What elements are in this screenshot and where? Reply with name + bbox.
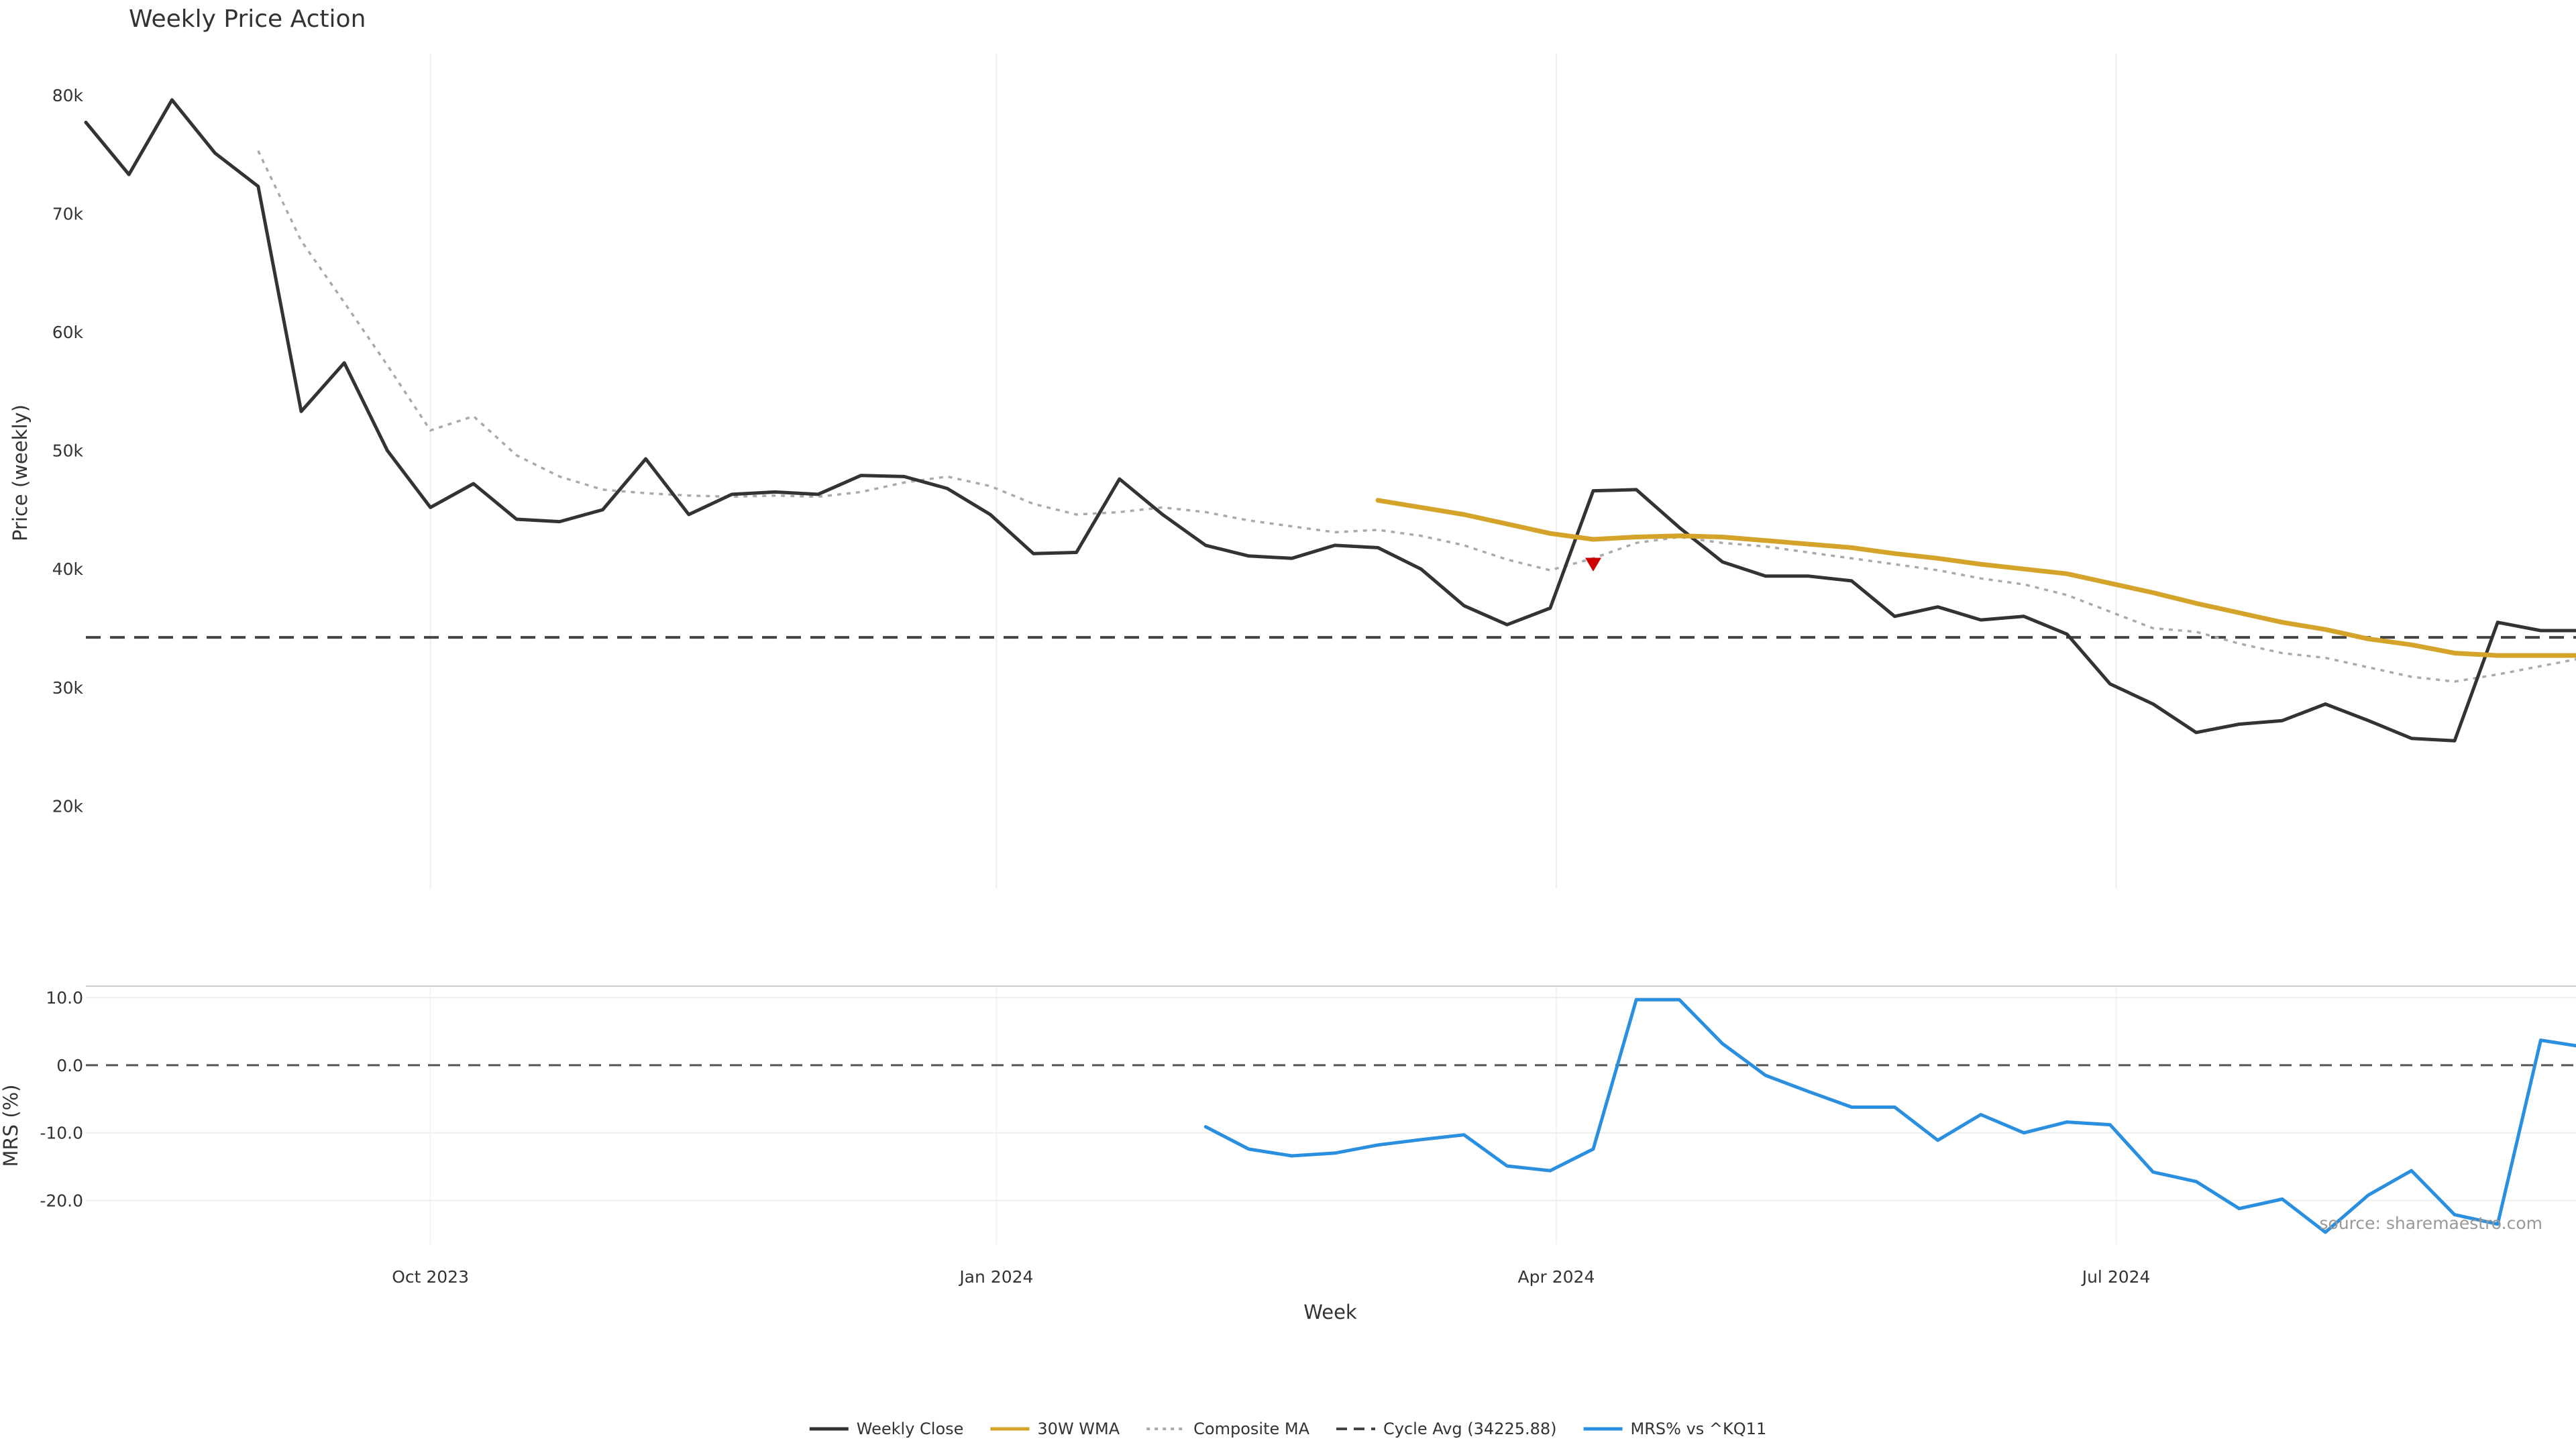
mrs-line xyxy=(1203,998,2576,1234)
x-axis-label: Week xyxy=(1303,1301,1357,1324)
chart-title: Weekly Price Action xyxy=(129,5,366,33)
price-panel: Price (weekly) 20k 30k 40k 50k 60k 70k 80k xyxy=(9,86,2576,816)
price-y-ticks: 20k 30k 40k 50k 60k 70k 80k xyxy=(52,86,84,816)
x-tick-label: Jan 2024 xyxy=(958,1267,1033,1287)
legend-item: Composite MA xyxy=(1146,1419,1310,1438)
legend: Weekly Close 30W WMA Composite MA Cycle Avg… xyxy=(809,1419,1767,1438)
price-y-tick-label: 40k xyxy=(52,559,84,579)
x-tick-label: Jul 2024 xyxy=(2081,1267,2151,1287)
sell-signal-marker xyxy=(1585,557,1601,572)
mrs-y-tick-label: -20.0 xyxy=(40,1191,83,1210)
legend-label: Composite MA xyxy=(1193,1419,1309,1438)
mrs-y-axis-label: MRS (%) xyxy=(0,1085,22,1167)
price-y-axis-label: Price (weekly) xyxy=(9,405,32,541)
composite-ma-line xyxy=(257,150,2576,683)
mrs-panel: MRS (%) -20.0 -10.0 0.0 10.0 source: sharem… xyxy=(0,988,2576,1234)
price-y-tick-label: 20k xyxy=(52,796,84,816)
price-series xyxy=(84,98,2576,743)
price-y-tick-label: 30k xyxy=(52,678,84,698)
legend-label: Cycle Avg (34225.88) xyxy=(1383,1419,1557,1438)
price-y-tick-label: 50k xyxy=(52,441,84,461)
legend-label: 30W WMA xyxy=(1037,1419,1120,1438)
legend-item: 30W WMA xyxy=(990,1419,1120,1438)
mrs-y-tick-label: 0.0 xyxy=(56,1056,83,1075)
price-y-tick-label: 60k xyxy=(52,323,84,342)
legend-item: Cycle Avg (34225.88) xyxy=(1336,1419,1557,1438)
legend-item: Weekly Close xyxy=(809,1419,964,1438)
legend-label: MRS% vs ^KQ11 xyxy=(1631,1419,1767,1438)
x-tick-label: Oct 2023 xyxy=(392,1267,469,1287)
source-note: source: sharemaestro.com xyxy=(2320,1214,2543,1233)
legend-label: Weekly Close xyxy=(857,1419,964,1438)
mrs-y-tick-label: -10.0 xyxy=(40,1124,83,1143)
weekly-close-line xyxy=(84,98,2576,743)
mrs-series xyxy=(86,998,2576,1234)
vertical-gridlines xyxy=(429,54,2117,1244)
price-y-tick-label: 70k xyxy=(52,204,84,223)
30w-wma-line xyxy=(1375,498,2576,658)
price-y-tick-label: 80k xyxy=(52,86,84,105)
signal-markers xyxy=(1585,557,1601,572)
mrs-y-ticks: -20.0 -10.0 0.0 10.0 xyxy=(40,988,2576,1210)
legend-item: MRS% vs ^KQ11 xyxy=(1583,1419,1767,1438)
mrs-y-tick-label: 10.0 xyxy=(46,988,83,1008)
x-tick-label: Apr 2024 xyxy=(1518,1267,1595,1287)
